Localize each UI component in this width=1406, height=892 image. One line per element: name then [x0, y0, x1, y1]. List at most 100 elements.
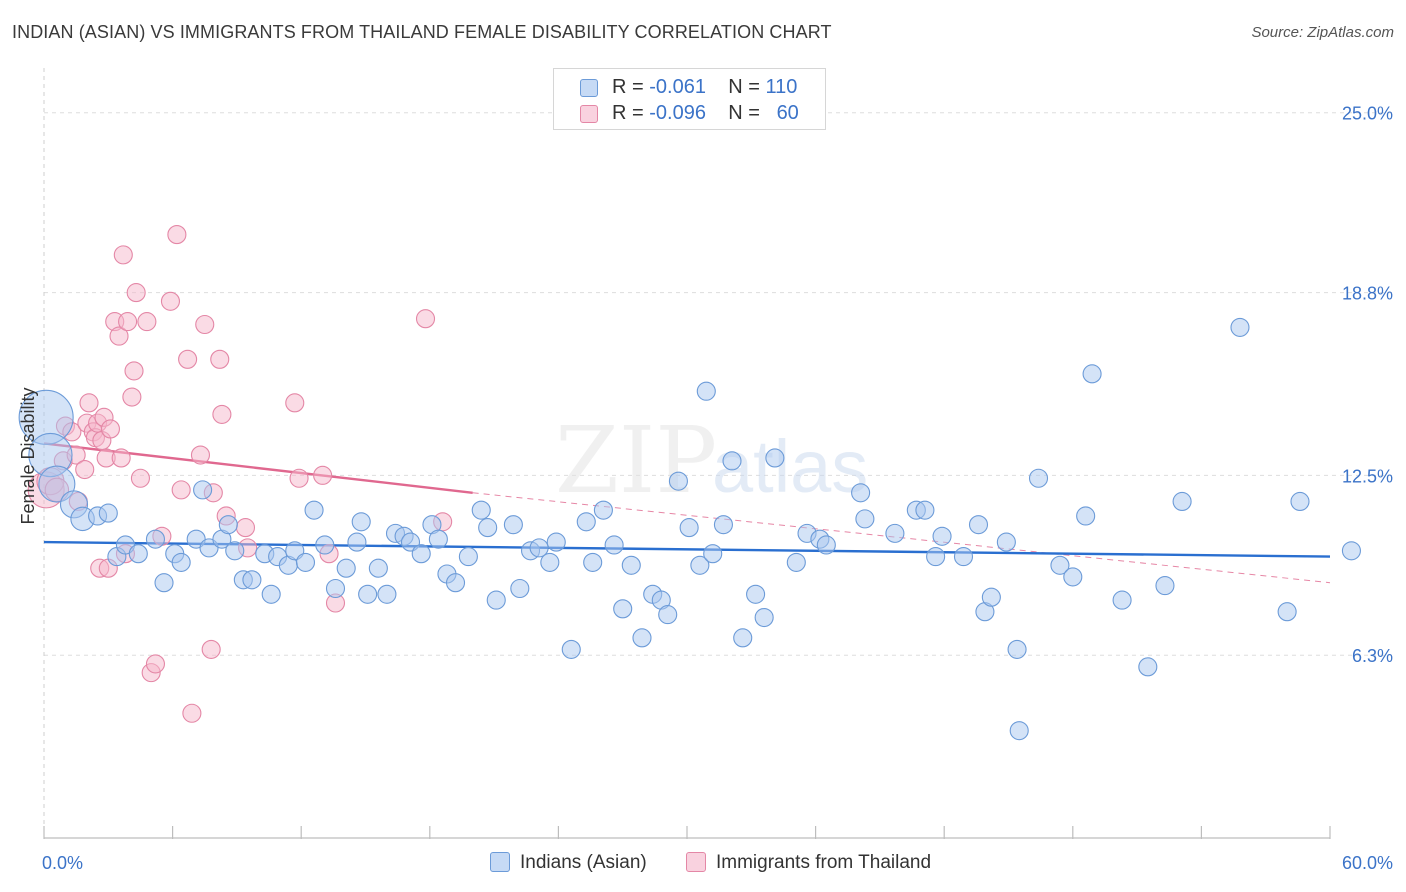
- n-label: N =: [728, 102, 760, 124]
- point-thailand: [285, 393, 305, 413]
- point-indians: [315, 535, 335, 555]
- point-thailand: [210, 349, 230, 369]
- point-indians: [968, 515, 989, 535]
- point-indians: [1076, 506, 1096, 526]
- point-indians: [261, 584, 281, 604]
- legend-row-thailand: R = -0.096 N = 60: [554, 100, 825, 128]
- point-thailand: [289, 468, 309, 488]
- point-indians: [1050, 555, 1070, 575]
- point-indians: [932, 526, 952, 546]
- point-indians: [690, 555, 710, 575]
- point-thailand: [415, 309, 436, 329]
- point-thailand: [201, 639, 221, 659]
- point-thailand: [171, 480, 191, 500]
- y-tick-label: 6.3%: [1352, 646, 1393, 666]
- point-indians: [1172, 491, 1192, 512]
- point-thailand: [178, 349, 198, 369]
- legend-swatch-pink: [580, 105, 598, 123]
- point-thailand: [109, 326, 129, 346]
- legend-swatch-blue: [580, 79, 598, 97]
- series-thailand-points: [27, 225, 453, 723]
- point-thailand: [122, 387, 142, 407]
- point-indians: [576, 512, 596, 532]
- point-indians: [1230, 317, 1250, 337]
- point-thailand: [100, 419, 120, 439]
- point-indians: [154, 573, 174, 593]
- point-indians: [145, 529, 166, 549]
- point-indians: [926, 547, 946, 567]
- n-value: 110: [765, 76, 798, 98]
- point-indians: [1028, 468, 1049, 488]
- y-tick-label: 18.8%: [1342, 284, 1393, 304]
- point-indians: [1277, 602, 1297, 622]
- point-indians: [613, 599, 633, 619]
- point-indians: [411, 544, 431, 564]
- point-indians: [703, 544, 723, 564]
- point-indians: [658, 605, 678, 625]
- point-indians: [347, 532, 367, 552]
- point-indians: [816, 535, 836, 555]
- point-thailand: [167, 225, 187, 245]
- x-tick-label: 60.0%: [1342, 853, 1393, 873]
- point-thailand: [190, 445, 211, 465]
- point-thailand: [182, 703, 202, 723]
- legend-row-indians: R = -0.061 N = 110: [554, 74, 825, 102]
- point-thailand: [313, 465, 333, 485]
- point-indians: [696, 381, 716, 401]
- x-tick-label: 0.0%: [42, 853, 83, 873]
- point-indians: [295, 552, 316, 572]
- point-indians: [915, 500, 935, 520]
- point-thailand: [235, 518, 256, 538]
- point-thailand: [126, 283, 146, 303]
- point-thailand: [118, 312, 138, 332]
- point-indians: [242, 570, 262, 590]
- point-thailand: [160, 291, 181, 311]
- point-indians: [733, 628, 753, 648]
- point-indians: [1063, 567, 1083, 587]
- point-indians: [561, 639, 581, 659]
- point-indians: [996, 532, 1016, 552]
- point-thailand: [124, 361, 144, 381]
- point-thailand: [130, 468, 150, 488]
- point-indians: [722, 451, 742, 471]
- chart-title: INDIAN (ASIAN) VS IMMIGRANTS FROM THAILA…: [12, 22, 832, 42]
- point-indians: [786, 552, 806, 572]
- point-indians: [351, 512, 371, 532]
- point-indians: [546, 532, 566, 552]
- point-indians: [765, 448, 785, 468]
- point-indians: [1290, 491, 1310, 512]
- point-thailand: [75, 460, 95, 480]
- point-indians: [304, 500, 324, 520]
- point-indians: [171, 552, 191, 572]
- point-thailand: [113, 245, 133, 265]
- point-indians: [679, 518, 699, 538]
- point-indians: [445, 573, 466, 593]
- point-indians: [225, 541, 245, 561]
- point-indians: [98, 503, 118, 523]
- watermark-zip: ZIP: [555, 407, 717, 514]
- point-indians: [193, 480, 213, 500]
- r-label: R =: [612, 102, 644, 124]
- legend-swatch-blue: [490, 852, 510, 872]
- legend-swatch-pink: [686, 852, 706, 872]
- point-indians: [851, 483, 871, 503]
- r-value: -0.061: [649, 76, 706, 98]
- point-indians: [1341, 541, 1361, 561]
- point-indians: [621, 555, 641, 575]
- watermark: ZIP atlas: [555, 407, 868, 514]
- point-indians: [325, 578, 346, 599]
- point-indians: [471, 500, 491, 520]
- point-thailand: [195, 314, 215, 335]
- point-indians: [604, 535, 624, 555]
- point-indians: [981, 587, 1001, 607]
- tick-labels: 6.3% 12.5% 18.8% 25.0% 0.0% 60.0%: [42, 104, 1393, 873]
- legend-item-indians: Indians (Asian): [490, 852, 647, 874]
- source-label: Source: ZipAtlas.com: [1251, 24, 1394, 41]
- n-value: 60: [776, 102, 799, 124]
- point-indians: [486, 590, 506, 610]
- y-tick-label: 12.5%: [1342, 466, 1393, 486]
- y-axis-label: Female Disability: [18, 387, 38, 524]
- y-tick-label: 25.0%: [1342, 104, 1393, 124]
- point-indians: [885, 523, 905, 543]
